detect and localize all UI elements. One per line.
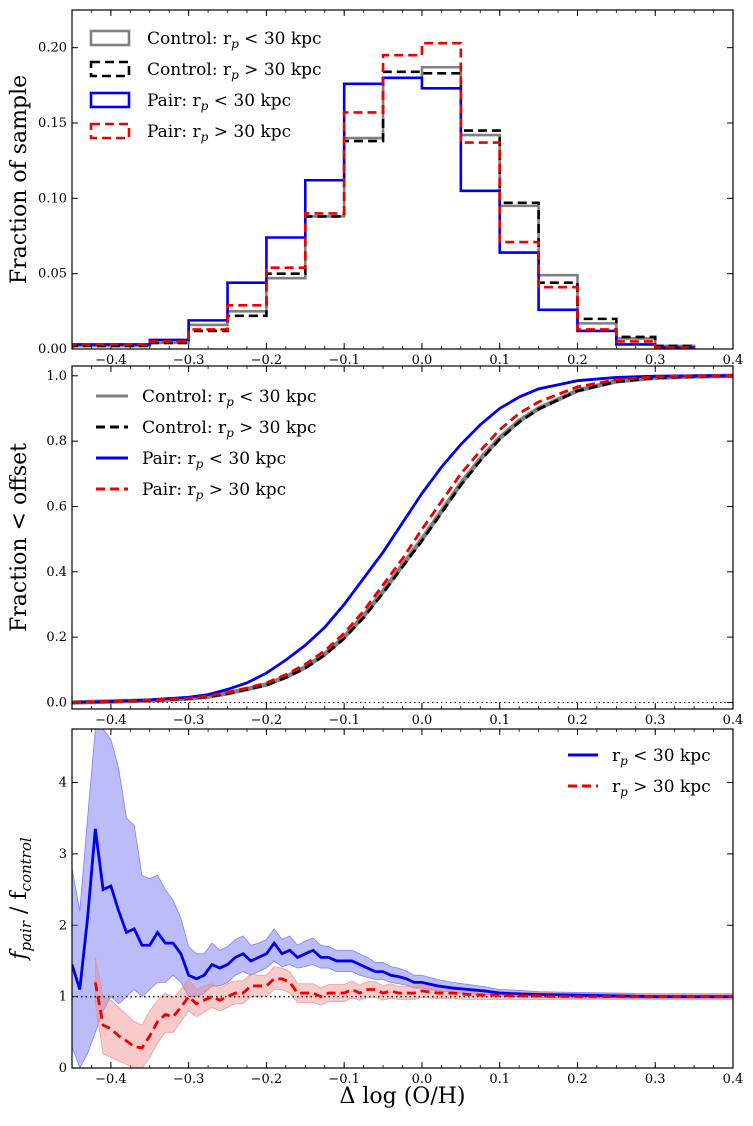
x-tick-label: −0.4 xyxy=(95,713,127,728)
legend-panel-3: rp < 30 kpc rp > 30 kpc xyxy=(568,746,711,799)
x-tick-label: −0.2 xyxy=(251,1072,283,1087)
legend-patch xyxy=(89,60,131,78)
axes-panel-1: −0.4 −0.3 −0.2 −0.1 0.0 0.1 0.2 0.3 0.4 0.00 0.05 0… xyxy=(38,10,743,368)
x-tick-label: 0.3 xyxy=(645,1072,666,1087)
histogram-step-series xyxy=(72,41,696,349)
y-tick-label: 0.05 xyxy=(38,267,67,282)
x-tick-label: 0.4 xyxy=(723,353,744,368)
x-tick-label: −0.4 xyxy=(95,353,127,368)
legend-entry: Control: rp > 30 kpc xyxy=(147,60,322,82)
x-tick-label: 0.0 xyxy=(412,353,433,368)
axes-frame-2 xyxy=(71,365,734,710)
x-tick-label: 0.2 xyxy=(567,1072,588,1087)
y-tick-label: 0.00 xyxy=(38,342,67,357)
legend-entry: Control: rp < 30 kpc xyxy=(142,387,317,409)
axes-frame-1 xyxy=(71,9,734,350)
legend-entry: rp > 30 kpc xyxy=(612,777,711,799)
x-axis-label: Δ log (O/H) xyxy=(339,1084,465,1109)
x-tick-label: −0.2 xyxy=(251,353,283,368)
y-tick-label: 1 xyxy=(59,990,67,1005)
legend-patch xyxy=(89,122,131,140)
x-tick-label: 0.0 xyxy=(412,1072,433,1087)
y-tick-label: 4 xyxy=(59,776,67,791)
histogram-step-series xyxy=(72,76,696,349)
cdf-series-group xyxy=(72,373,733,705)
x-tick-label: 0.3 xyxy=(645,353,666,368)
legend-panel-2: Control: rp < 30 kpc Control: rp > 30 kpc… xyxy=(96,387,317,502)
x-tick-label: 0.1 xyxy=(489,713,510,728)
x-tick-label: −0.3 xyxy=(173,353,205,368)
x-tick-label: 0.0 xyxy=(412,713,433,728)
x-tick-label: 0.2 xyxy=(567,353,588,368)
legend-panel-1: Control: rp < 30 kpc Control: rp > 30 kpc… xyxy=(89,29,322,144)
legend-patch xyxy=(89,29,131,47)
y-axis-label-panel-1: Fraction of sample xyxy=(7,75,32,284)
axes-panel-3: −0.4 −0.3 −0.2 −0.1 0.0 0.1 0.2 0.3 0.4 0 1 2 3 4 xyxy=(59,729,744,1087)
x-tick-label: −0.1 xyxy=(328,713,360,728)
y-tick-label: 0 xyxy=(59,1061,67,1076)
y-axis-label-panel-2: Fraction < offset xyxy=(7,443,32,632)
legend-patch xyxy=(89,91,131,109)
ratio-series-group xyxy=(72,729,733,1068)
ratio-line-series xyxy=(72,828,733,999)
cdf-line-series xyxy=(72,374,733,704)
histogram-step-series xyxy=(72,70,696,349)
legend-entry: Control: rp > 30 kpc xyxy=(142,418,317,440)
x-tick-label: −0.3 xyxy=(173,1072,205,1087)
legend-entry: Pair: rp < 30 kpc xyxy=(147,91,291,113)
y-tick-label: 0.10 xyxy=(38,191,67,206)
y-tick-label: 2 xyxy=(59,918,67,933)
x-tick-label: −0.2 xyxy=(251,713,283,728)
x-tick-label: −0.1 xyxy=(328,353,360,368)
legend-entry: rp < 30 kpc xyxy=(612,746,711,768)
legend-entry: Pair: rp < 30 kpc xyxy=(142,449,286,471)
y-tick-label: 0.4 xyxy=(46,565,67,580)
legend-entry: Pair: rp > 30 kpc xyxy=(147,122,291,144)
x-tick-label: −0.3 xyxy=(173,713,205,728)
legend-entry: Pair: rp > 30 kpc xyxy=(142,480,286,502)
y-axis-label-panel-3: fpair / fcontrol xyxy=(7,837,35,962)
cdf-line-series xyxy=(72,374,733,704)
y-tick-label: 0.15 xyxy=(38,116,67,131)
y-tick-label: 0.2 xyxy=(46,630,67,645)
x-tick-label: 0.1 xyxy=(489,1072,510,1087)
y-tick-label: 3 xyxy=(59,847,67,862)
y-tick-label: 1.0 xyxy=(46,369,67,384)
x-tick-label: −0.1 xyxy=(328,1072,360,1087)
x-tick-label: −0.4 xyxy=(95,1072,127,1087)
x-tick-label: 0.1 xyxy=(489,353,510,368)
histogram-series-group xyxy=(72,41,696,349)
x-tick-label: 0.3 xyxy=(645,713,666,728)
legend-entry: Control: rp < 30 kpc xyxy=(147,29,322,51)
confidence-band xyxy=(72,729,733,1068)
y-tick-label: 0.20 xyxy=(38,41,67,56)
x-tick-label: 0.4 xyxy=(723,713,744,728)
ratio-line-series xyxy=(93,977,733,1050)
y-tick-label: 0.8 xyxy=(46,434,67,449)
y-tick-label: 0.6 xyxy=(46,499,67,514)
y-tick-label: 0.0 xyxy=(46,695,67,710)
axes-frame-3 xyxy=(71,728,734,1069)
x-tick-label: 0.2 xyxy=(567,713,588,728)
x-tick-label: 0.4 xyxy=(723,1072,744,1087)
